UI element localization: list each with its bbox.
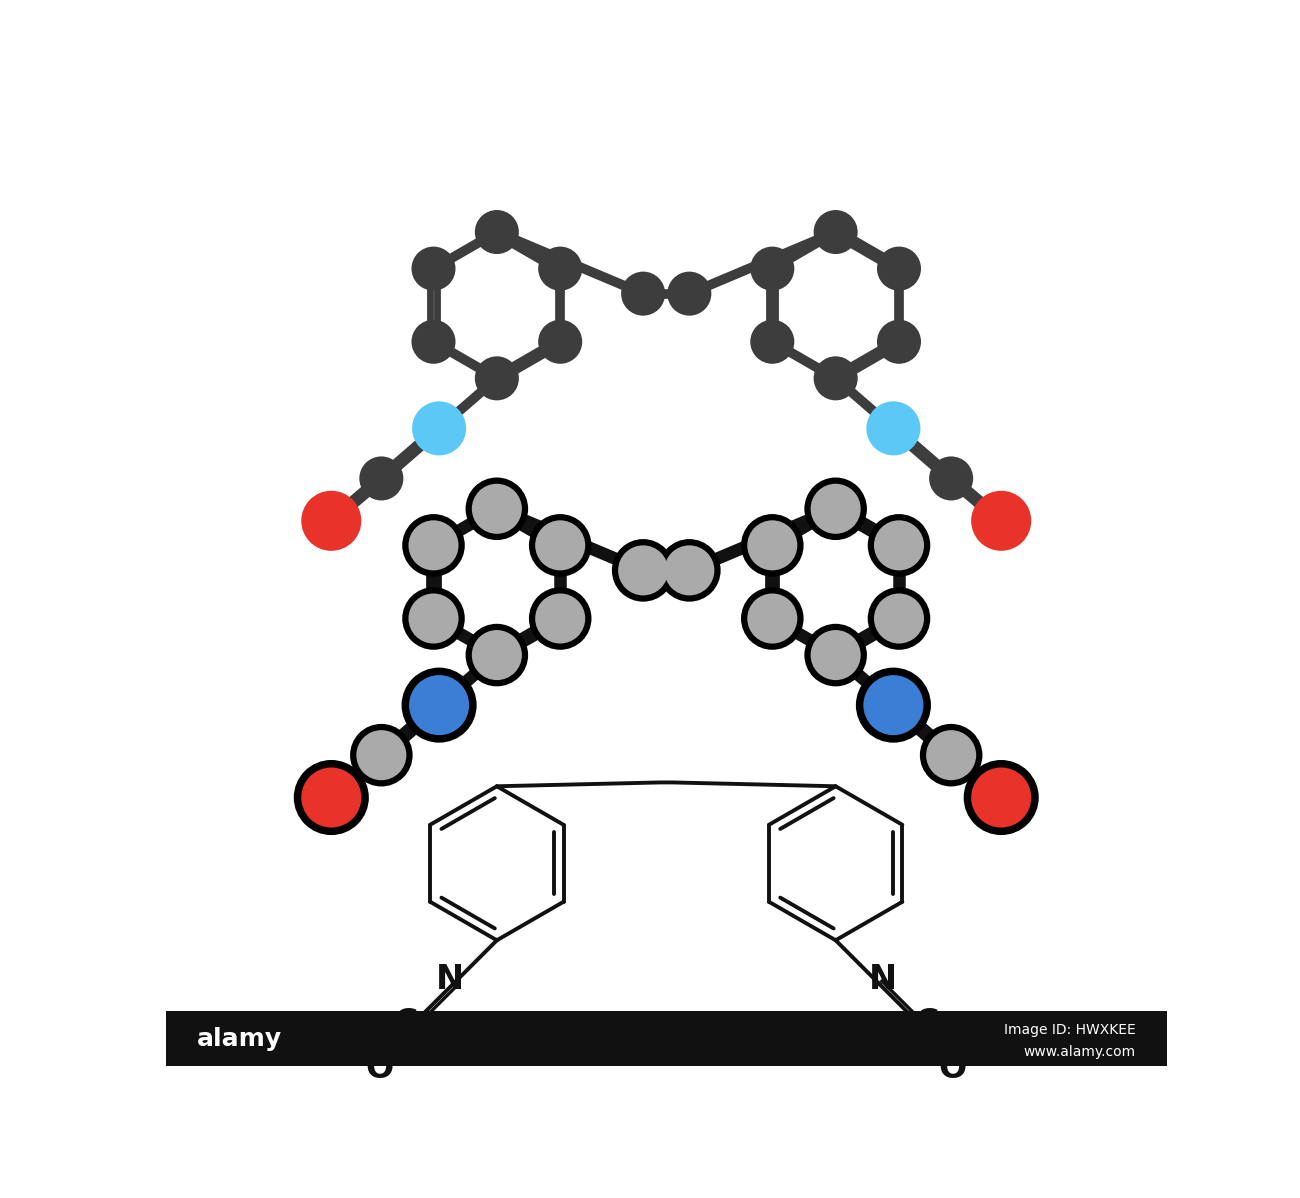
Circle shape xyxy=(412,247,455,291)
Bar xyxy=(166,1011,1167,1066)
Circle shape xyxy=(621,272,666,315)
Circle shape xyxy=(866,401,920,455)
Circle shape xyxy=(855,667,931,743)
Circle shape xyxy=(538,320,582,364)
Circle shape xyxy=(302,491,361,551)
Circle shape xyxy=(747,593,797,643)
Circle shape xyxy=(971,491,1031,551)
Circle shape xyxy=(359,456,403,501)
Circle shape xyxy=(664,545,715,595)
Circle shape xyxy=(302,768,361,828)
Text: www.alamy.com: www.alamy.com xyxy=(1024,1046,1136,1059)
Circle shape xyxy=(874,520,924,570)
Circle shape xyxy=(402,587,465,649)
Circle shape xyxy=(805,478,867,540)
Text: O: O xyxy=(939,1052,967,1085)
Circle shape xyxy=(878,247,920,291)
Circle shape xyxy=(863,676,923,736)
Circle shape xyxy=(930,456,974,501)
Circle shape xyxy=(465,624,528,686)
Circle shape xyxy=(805,624,867,686)
Circle shape xyxy=(408,520,459,570)
Circle shape xyxy=(410,676,469,736)
Circle shape xyxy=(750,320,794,364)
Circle shape xyxy=(402,514,465,576)
Circle shape xyxy=(529,587,592,649)
Circle shape xyxy=(920,724,983,786)
Circle shape xyxy=(538,247,582,291)
Text: O: O xyxy=(365,1052,394,1085)
Circle shape xyxy=(465,478,528,540)
Circle shape xyxy=(878,320,920,364)
Circle shape xyxy=(412,320,455,364)
Text: N: N xyxy=(868,963,897,997)
Circle shape xyxy=(618,545,668,595)
Circle shape xyxy=(294,760,369,835)
Circle shape xyxy=(971,768,1031,828)
Circle shape xyxy=(658,539,720,601)
Circle shape xyxy=(350,724,412,786)
Circle shape xyxy=(474,356,519,400)
Circle shape xyxy=(612,539,675,601)
Circle shape xyxy=(747,520,797,570)
Circle shape xyxy=(811,484,861,534)
Circle shape xyxy=(867,587,931,649)
Circle shape xyxy=(472,484,521,534)
Circle shape xyxy=(750,247,794,291)
Circle shape xyxy=(402,667,477,743)
Circle shape xyxy=(811,630,861,680)
Circle shape xyxy=(536,593,585,643)
Circle shape xyxy=(472,630,521,680)
Circle shape xyxy=(963,760,1039,835)
Circle shape xyxy=(356,730,407,780)
Text: N: N xyxy=(436,963,464,997)
Circle shape xyxy=(814,210,858,254)
Text: alamy: alamy xyxy=(196,1027,282,1051)
Circle shape xyxy=(874,593,924,643)
Circle shape xyxy=(536,520,585,570)
Circle shape xyxy=(408,593,459,643)
Circle shape xyxy=(474,210,519,254)
Text: Image ID: HWXKEE: Image ID: HWXKEE xyxy=(1004,1023,1136,1037)
Text: C: C xyxy=(914,1008,939,1040)
Circle shape xyxy=(412,401,467,455)
Circle shape xyxy=(529,514,592,576)
Circle shape xyxy=(741,587,803,649)
Circle shape xyxy=(741,514,803,576)
Circle shape xyxy=(867,514,931,576)
Text: C: C xyxy=(394,1008,419,1040)
Circle shape xyxy=(814,356,858,400)
Circle shape xyxy=(926,730,976,780)
Circle shape xyxy=(667,272,711,315)
